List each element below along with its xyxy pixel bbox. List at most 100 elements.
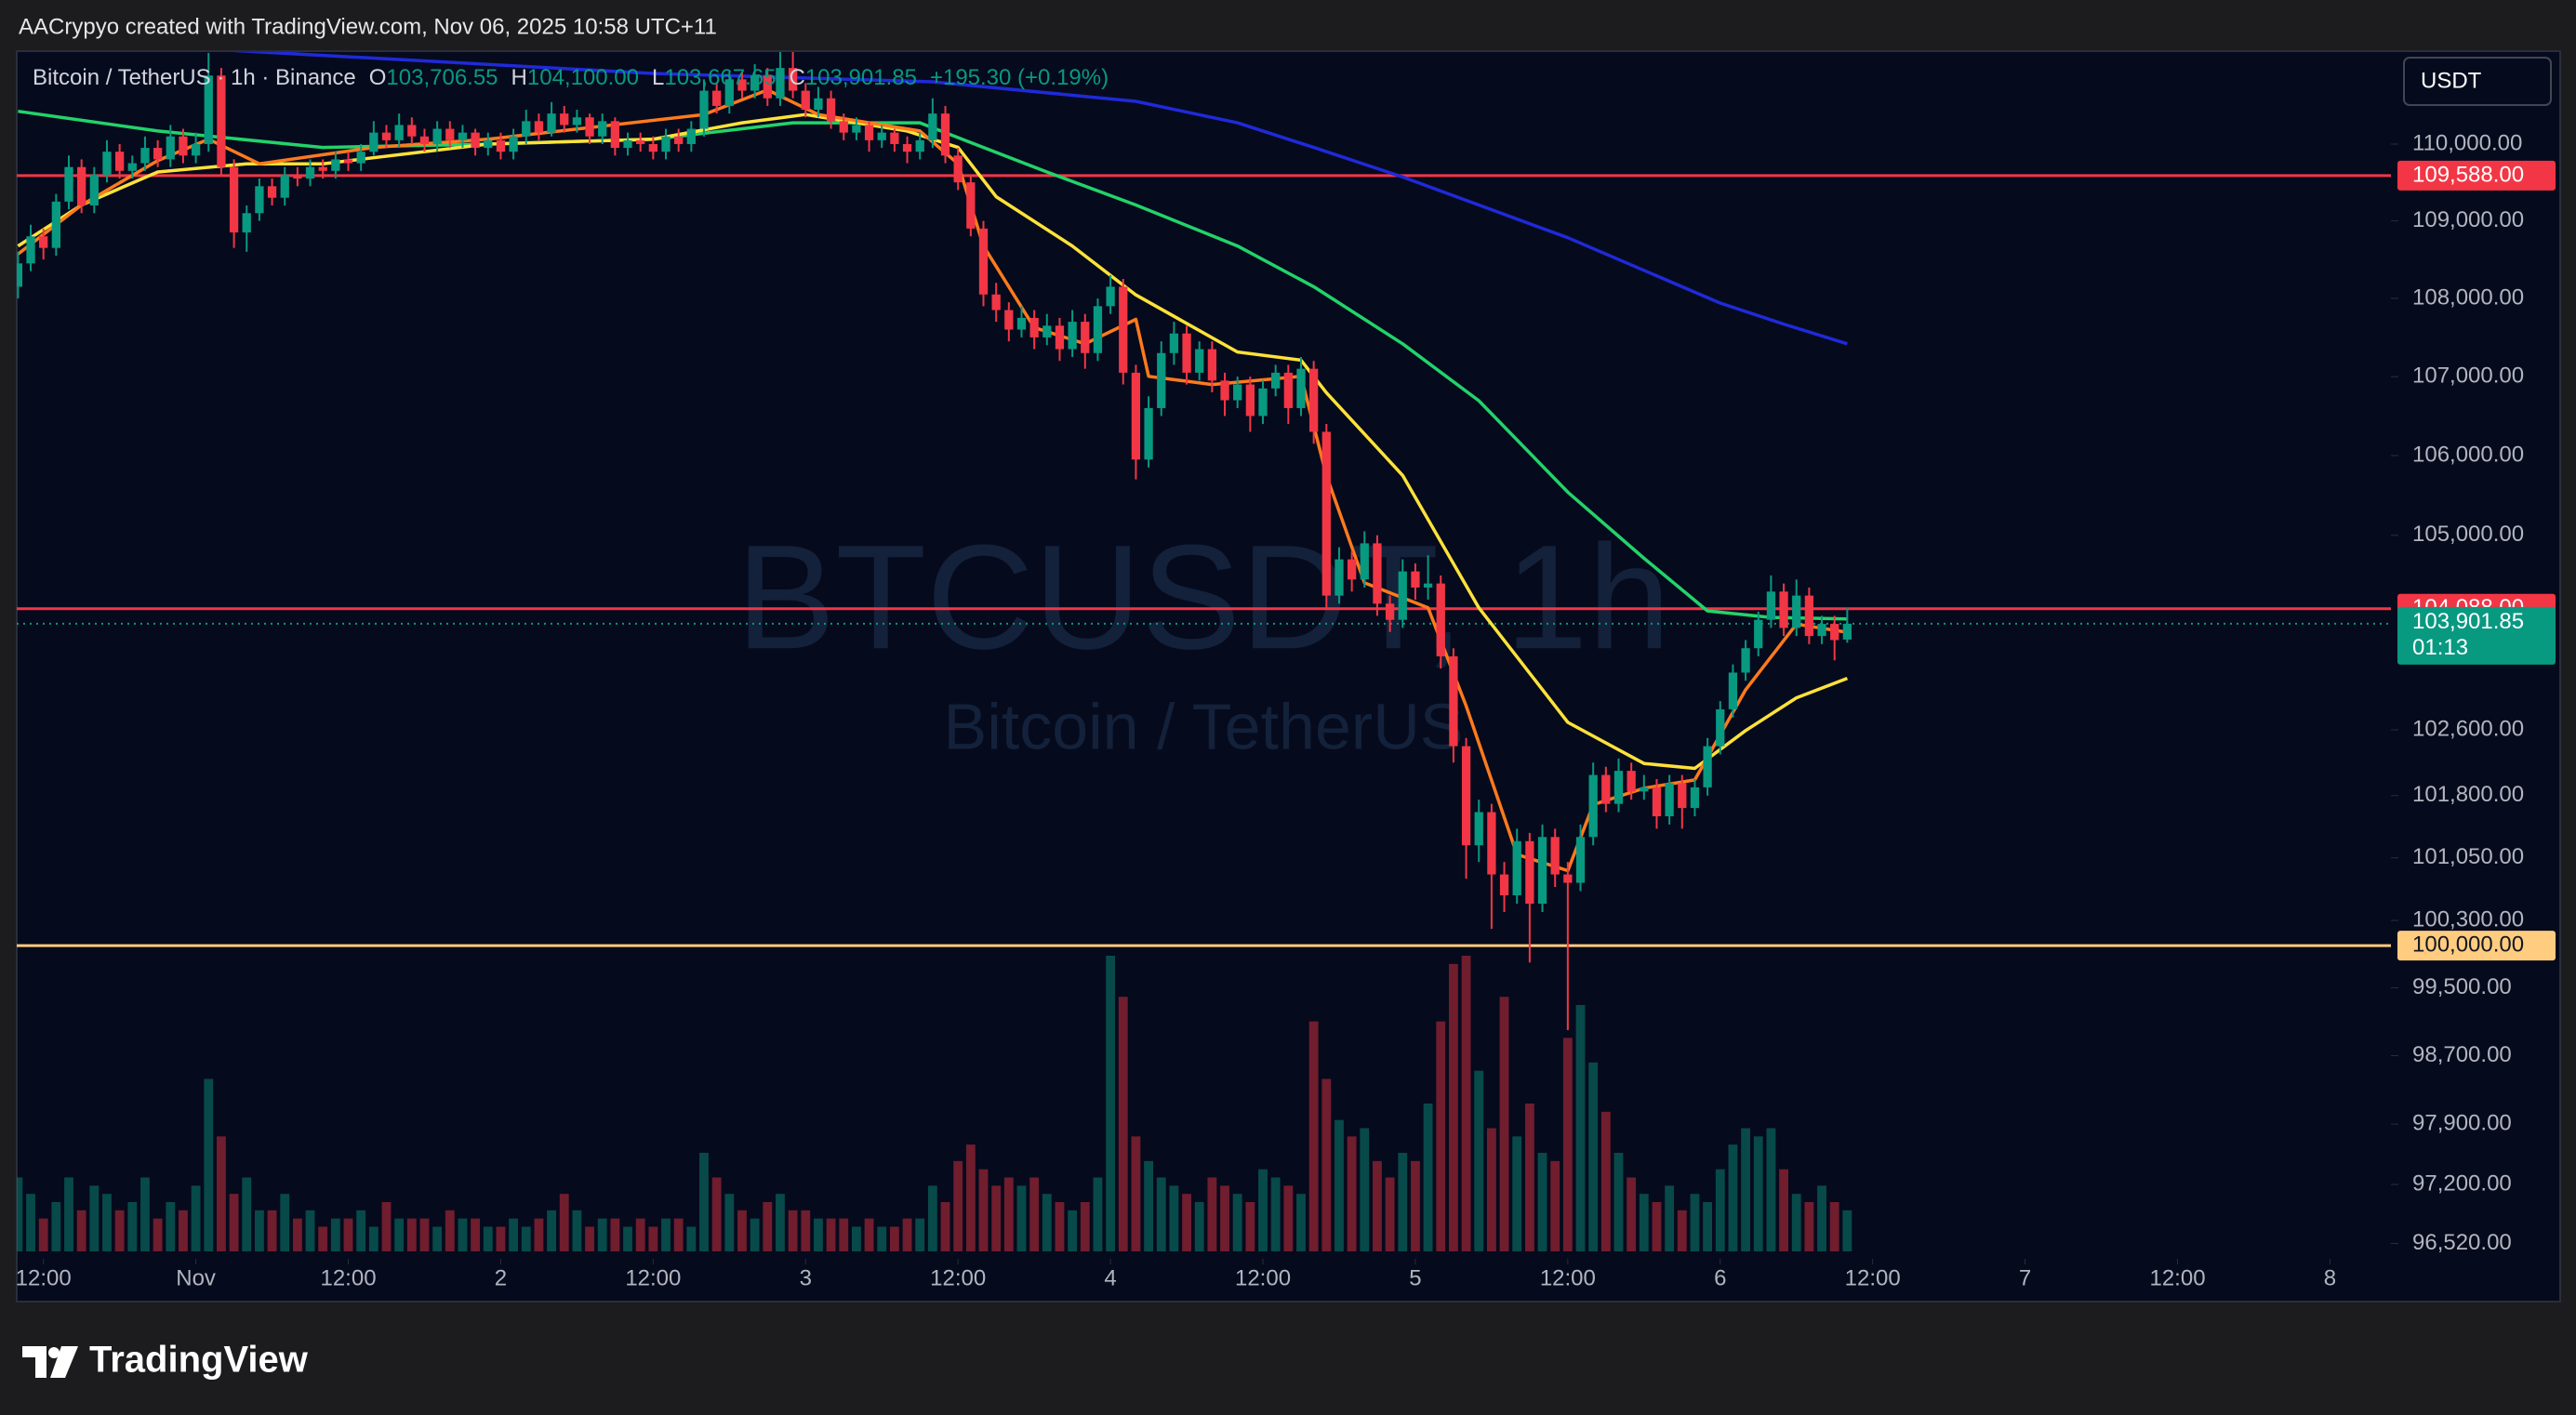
volume-bar <box>1665 1185 1675 1251</box>
volume-bar <box>902 1218 912 1251</box>
candle-body <box>509 136 518 152</box>
candle-body <box>1296 368 1306 408</box>
price-axis: 110,000.00 109,000.00 108,000.00 107,000.00… <box>16 130 2556 1290</box>
candle-body <box>343 159 353 164</box>
candle-body <box>623 139 632 149</box>
volume-bar <box>1537 1153 1547 1251</box>
currency-label[interactable]: USDT <box>2421 68 2482 93</box>
volume-bar <box>1003 1177 1014 1251</box>
candle-body <box>902 143 912 152</box>
candle-body <box>1588 774 1598 838</box>
volume-bar <box>711 1177 722 1251</box>
volume-bar <box>991 1185 1002 1251</box>
candle-body <box>661 136 671 152</box>
volume-bar <box>1486 1128 1496 1251</box>
candle-body <box>484 139 493 149</box>
y-tick-label: 99,500.00 <box>2412 974 2512 999</box>
volume-bar <box>1270 1177 1281 1251</box>
candle-body <box>1575 837 1586 883</box>
candle-body <box>179 136 188 156</box>
volume-bar <box>242 1177 252 1251</box>
candle-body <box>102 152 112 175</box>
candle-body <box>1830 624 1839 641</box>
candle-body <box>114 152 125 171</box>
legend-key: C <box>789 65 804 90</box>
candle-body <box>1423 583 1433 588</box>
volume-bar <box>1499 997 1509 1251</box>
volume-bar <box>877 1226 887 1251</box>
candle-body <box>127 163 137 171</box>
volume-bar <box>343 1218 353 1251</box>
candle-body <box>1537 837 1547 905</box>
volume-bar <box>1753 1136 1763 1251</box>
volume-bar <box>1118 997 1128 1251</box>
x-tick-label: 2 <box>495 1265 507 1290</box>
volume-bar <box>1575 1005 1586 1251</box>
candle-body <box>1792 595 1801 628</box>
legend-key: L <box>652 65 664 90</box>
y-tick-label: 109,000.00 <box>2412 207 2524 232</box>
volume-bar <box>635 1218 645 1251</box>
last-price-label: 103,901.85 <box>2412 609 2524 634</box>
candle-body <box>991 294 1001 311</box>
volume-bar <box>1182 1194 1191 1251</box>
candle-body <box>763 75 772 99</box>
candle-body <box>585 117 594 137</box>
candle-body <box>826 98 836 122</box>
legend-value: 103,667.65 <box>664 65 776 90</box>
candle-body <box>598 121 607 137</box>
volume-bar <box>1093 1177 1103 1251</box>
volume-bar <box>1194 1202 1204 1251</box>
currency-button-frame[interactable] <box>2403 57 2552 106</box>
plot-area: BTCUSDT, 1h Bitcoin / TetherUS <box>17 52 2391 1251</box>
x-tick-label: 5 <box>1409 1265 1421 1290</box>
candle-body <box>648 143 657 152</box>
volume-bar <box>1703 1202 1713 1251</box>
volume-bar <box>826 1218 836 1251</box>
volume-bar <box>1436 1021 1446 1251</box>
volume-bar <box>406 1218 417 1251</box>
y-tick-label: 105,000.00 <box>2412 522 2524 547</box>
candle-body <box>636 139 645 144</box>
volume-bar <box>547 1210 556 1251</box>
volume-bar <box>1524 1104 1534 1251</box>
candle-body <box>864 125 874 140</box>
candle-body <box>293 174 302 179</box>
volume-bar <box>965 1144 976 1251</box>
candle-body <box>1652 787 1662 817</box>
legend-key: O <box>369 65 387 90</box>
legend-value: 103,901.85 <box>805 65 917 90</box>
x-tick-label: 12:00 <box>2149 1265 2205 1290</box>
candle-body <box>890 132 899 144</box>
candle-body <box>1601 774 1611 804</box>
volume-bar <box>673 1218 684 1251</box>
volume-bar <box>89 1185 100 1251</box>
volume-bar <box>776 1194 785 1251</box>
candle-body <box>534 121 544 133</box>
candle-body <box>1640 787 1649 792</box>
volume-bar <box>1817 1185 1826 1251</box>
candle-body <box>267 186 277 198</box>
volume-bar <box>1829 1202 1839 1251</box>
candle-body <box>1309 368 1319 432</box>
volume-bar <box>559 1194 569 1251</box>
currency-button[interactable]: USDT <box>2403 57 2552 106</box>
legend-symbol: Bitcoin / TetherUS · 1h · Binance <box>33 65 356 90</box>
last-price-tag <box>2397 606 2556 665</box>
volume-bar <box>1220 1185 1229 1251</box>
candle-body <box>1271 372 1281 389</box>
candle-body <box>64 166 73 202</box>
candle-body <box>432 128 442 144</box>
volume-bar <box>1690 1194 1700 1251</box>
volume-bar <box>610 1218 620 1251</box>
candle-body <box>1398 571 1407 620</box>
volume-bar <box>1562 1038 1573 1251</box>
candle-body <box>1144 407 1153 460</box>
candle-body <box>928 113 937 140</box>
volume-bar <box>1652 1202 1662 1251</box>
volume-bar <box>305 1210 315 1251</box>
candle-body <box>369 132 378 152</box>
y-tick-label: 100,300.00 <box>2412 906 2524 932</box>
volume-bar <box>1677 1210 1687 1251</box>
candle-body <box>1512 840 1521 896</box>
